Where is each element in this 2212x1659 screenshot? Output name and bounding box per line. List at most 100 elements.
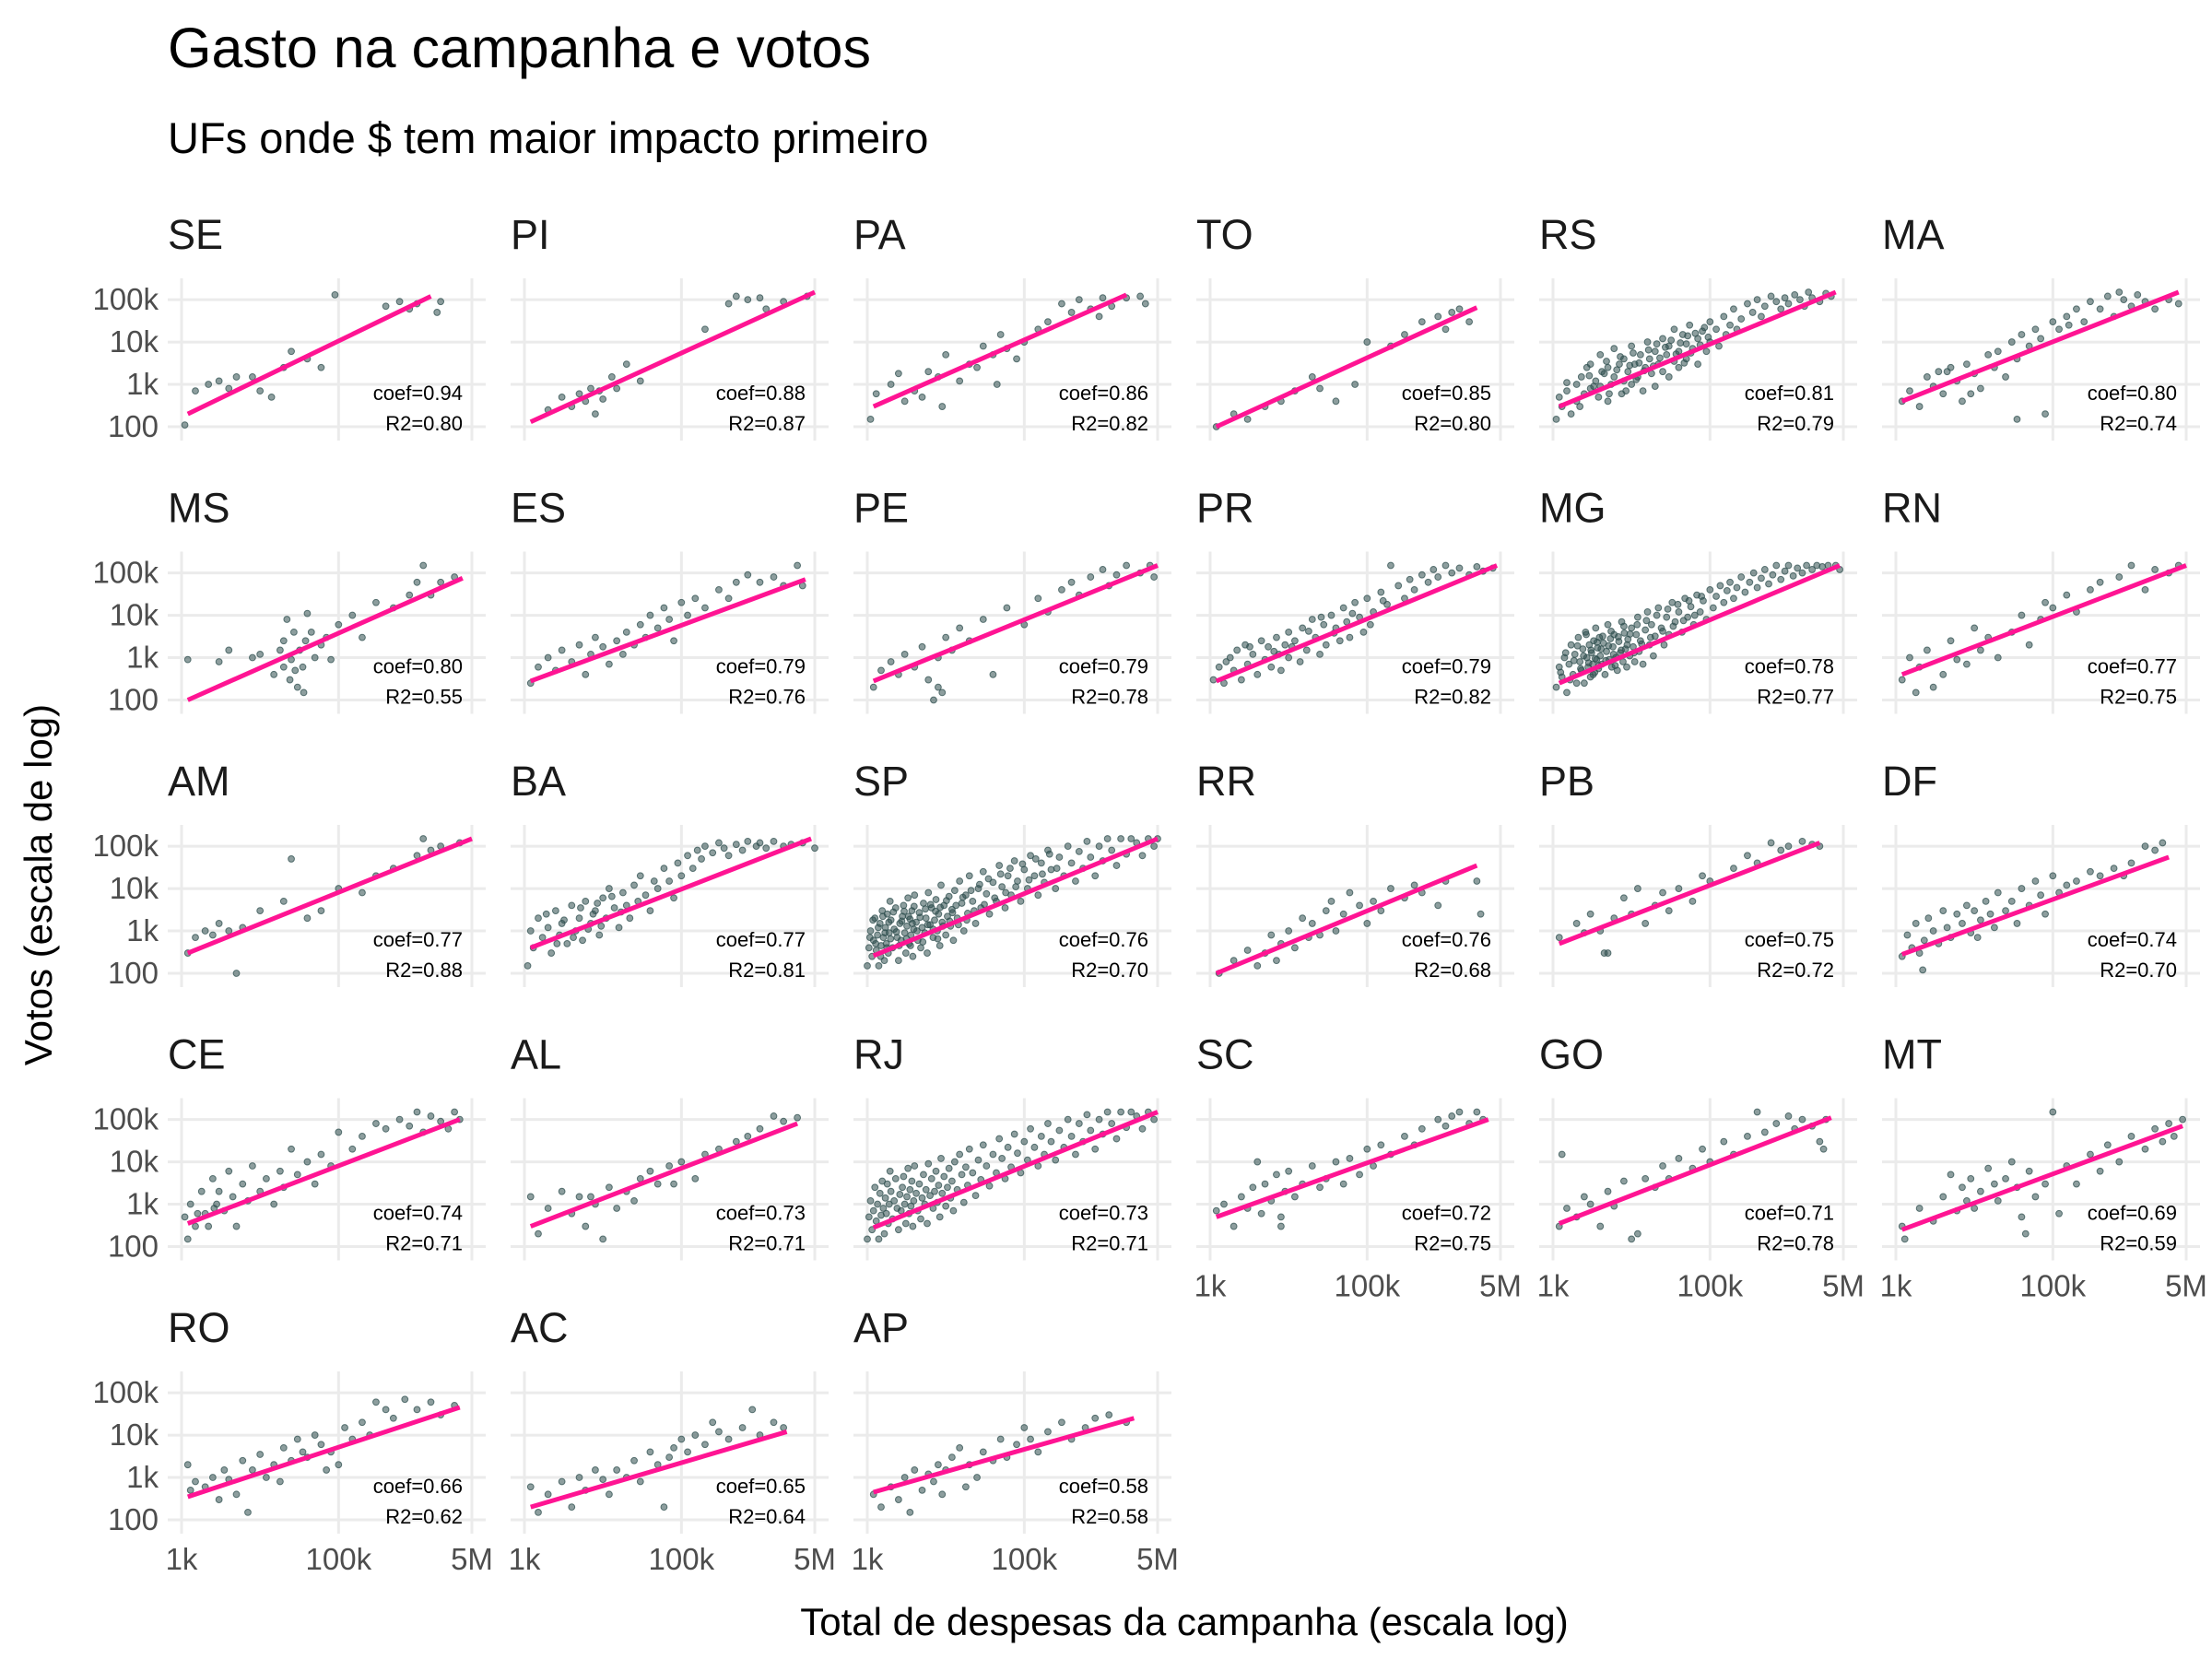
data-point <box>887 658 895 665</box>
data-point <box>575 641 583 649</box>
data-point <box>1720 312 1728 321</box>
data-point <box>1335 637 1344 645</box>
data-point <box>607 892 616 900</box>
data-point <box>599 642 607 651</box>
coef-label: coef=0.88 <box>716 382 806 405</box>
data-point <box>276 1167 284 1175</box>
data-point <box>1117 835 1125 842</box>
data-point <box>232 1222 241 1230</box>
facet-label: AC <box>511 1304 569 1351</box>
y-tick-label: 100 <box>108 956 159 990</box>
data-point <box>2115 573 2124 581</box>
data-point <box>359 888 366 897</box>
data-point <box>303 914 312 923</box>
facet-panel: MG coef=0.78 R2=0.77 <box>1539 485 1857 714</box>
fit-line <box>1215 305 1478 429</box>
data-point <box>1091 1414 1100 1422</box>
facet-label: DF <box>1882 758 1937 805</box>
data-point <box>1967 1174 1975 1182</box>
data-point <box>419 561 428 570</box>
data-point <box>215 658 223 665</box>
data-point <box>1047 1137 1055 1146</box>
data-point <box>935 1213 944 1221</box>
data-point <box>961 1163 970 1171</box>
data-point <box>558 393 566 401</box>
data-point <box>1339 910 1347 918</box>
data-point <box>1819 1145 1828 1153</box>
data-point <box>1784 842 1793 850</box>
data-point <box>885 1200 893 1208</box>
data-point <box>1246 642 1253 651</box>
facet-panel: CE 100 1k 10k 100k coef=0.74 R2=0.71 <box>92 1031 486 1264</box>
data-point <box>1626 361 1634 370</box>
data-point <box>1233 646 1241 654</box>
coef-label: coef=0.80 <box>2088 382 2177 405</box>
data-point <box>1039 870 1046 878</box>
data-point <box>1363 1145 1371 1153</box>
data-point <box>959 893 967 901</box>
data-point <box>1818 562 1827 571</box>
data-point <box>1567 410 1575 418</box>
data-point <box>1642 617 1651 625</box>
x-axis-title: Total de despesas da campanha (escala lo… <box>800 1600 1569 1643</box>
data-point <box>317 1150 325 1159</box>
data-point <box>701 604 709 612</box>
data-point <box>1072 877 1079 885</box>
x-tick-label: 1k <box>1537 1269 1570 1303</box>
data-point <box>535 663 542 671</box>
data-point <box>433 309 441 316</box>
data-point <box>401 1395 409 1404</box>
data-point <box>2159 839 2167 847</box>
y-tick-label: 100 <box>108 1230 159 1264</box>
data-point <box>918 1194 926 1202</box>
data-point <box>1379 596 1387 605</box>
data-point <box>924 921 932 929</box>
data-point <box>1675 363 1683 371</box>
data-point <box>622 360 630 368</box>
data-point <box>1075 296 1083 303</box>
data-point <box>1781 294 1789 302</box>
data-point <box>646 907 654 914</box>
data-point <box>1753 296 1761 303</box>
data-point <box>653 885 662 892</box>
data-point <box>938 1490 947 1499</box>
data-point <box>267 393 276 401</box>
data-point <box>969 898 977 905</box>
coef-label: coef=0.79 <box>1402 655 1491 678</box>
data-point <box>931 1187 938 1195</box>
data-point <box>341 1424 348 1431</box>
data-point <box>1765 580 1772 588</box>
data-point <box>2018 885 2026 892</box>
data-point <box>1699 872 1706 880</box>
data-point <box>538 934 547 942</box>
data-point <box>1253 670 1262 678</box>
data-point <box>413 1108 421 1116</box>
data-point <box>300 688 308 697</box>
data-point <box>1044 318 1052 326</box>
data-point <box>1455 305 1464 313</box>
data-point <box>1798 1115 1806 1124</box>
data-point <box>1664 605 1672 613</box>
x-tick-label: 5M <box>1479 1269 1522 1303</box>
data-point <box>1624 368 1632 376</box>
data-point <box>615 924 623 932</box>
data-point <box>904 894 912 902</box>
data-point <box>594 900 602 907</box>
data-point <box>1448 569 1456 577</box>
data-point <box>1636 351 1644 359</box>
data-point <box>1034 1448 1042 1456</box>
r2-label: R2=0.78 <box>1757 1232 1834 1255</box>
data-point <box>2179 1115 2187 1124</box>
data-point <box>875 962 883 970</box>
data-point <box>911 891 919 900</box>
x-tick-label: 1k <box>166 1542 198 1576</box>
data-point <box>1733 583 1741 592</box>
data-point <box>1052 885 1060 892</box>
data-point <box>618 650 627 658</box>
data-point <box>1609 650 1618 658</box>
coef-label: coef=0.73 <box>1059 1202 1148 1225</box>
data-point <box>1291 944 1299 952</box>
data-point <box>1971 907 1979 914</box>
data-point <box>948 1453 956 1461</box>
y-tick-label: 10k <box>110 1418 159 1452</box>
